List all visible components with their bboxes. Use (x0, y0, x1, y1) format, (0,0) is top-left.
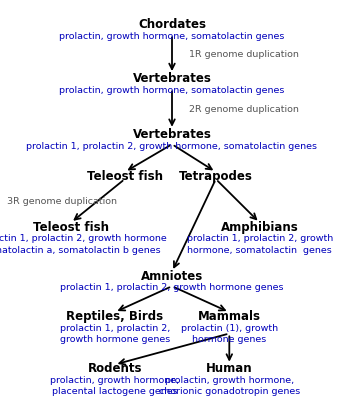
Text: Amphibians: Amphibians (221, 220, 299, 234)
Text: prolactin, growth hormone, somatolactin genes: prolactin, growth hormone, somatolactin … (59, 86, 285, 95)
Text: prolactin, growth hormone,
chorionic gonadotropin genes: prolactin, growth hormone, chorionic gon… (159, 376, 300, 396)
Text: prolactin 1, prolactin 2, growth
hormone, somatolactin  genes: prolactin 1, prolactin 2, growth hormone… (186, 234, 333, 254)
Text: Amniotes: Amniotes (141, 270, 203, 282)
Text: prolactin 1, prolactin 2, growth hormone, somatolactin genes: prolactin 1, prolactin 2, growth hormone… (26, 142, 318, 150)
Text: prolactin (1), growth
hormone genes: prolactin (1), growth hormone genes (181, 324, 278, 344)
Text: Tetrapodes: Tetrapodes (179, 170, 253, 183)
Text: prolactin 1, prolactin 2, growth hormone genes: prolactin 1, prolactin 2, growth hormone… (60, 284, 284, 292)
Text: Teleost fish: Teleost fish (33, 220, 109, 234)
Text: 1R genome duplication: 1R genome duplication (189, 50, 299, 59)
Text: Chordates: Chordates (138, 18, 206, 31)
Text: prolactin, growth hormone, somatolactin genes: prolactin, growth hormone, somatolactin … (59, 32, 285, 41)
Text: Reptiles, Birds: Reptiles, Birds (66, 310, 163, 323)
Text: Rodents: Rodents (87, 362, 142, 376)
Text: Mammals: Mammals (198, 310, 261, 323)
Text: prolactin 1, prolactin 2, growth hormone
somatolactin a, somatolactin b genes: prolactin 1, prolactin 2, growth hormone… (0, 234, 167, 254)
Text: prolactin, growth hormone,
placental lactogene genes: prolactin, growth hormone, placental lac… (50, 376, 179, 396)
Text: Vertebrates: Vertebrates (132, 72, 212, 85)
Text: Human: Human (206, 362, 252, 376)
Text: Vertebrates: Vertebrates (132, 128, 212, 141)
Text: Teleost fish: Teleost fish (87, 170, 163, 183)
Text: 2R genome duplication: 2R genome duplication (189, 104, 299, 114)
Text: prolactin 1, prolactin 2,
growth hormone genes: prolactin 1, prolactin 2, growth hormone… (60, 324, 170, 344)
Text: 3R genome duplication: 3R genome duplication (7, 197, 117, 206)
